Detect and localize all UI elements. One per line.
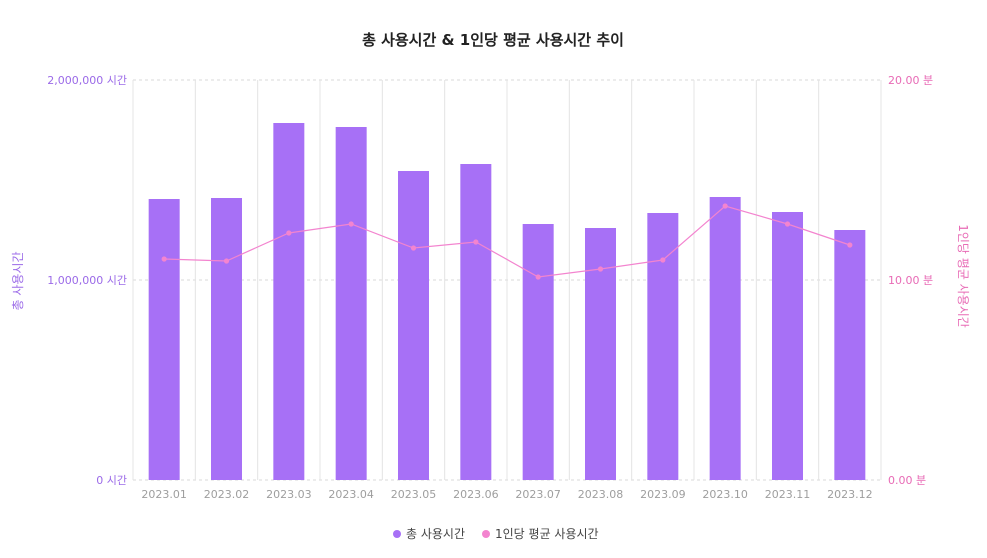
legend-label-bar-series: 총 사용시간: [406, 527, 465, 541]
bar-layer: [148, 123, 866, 480]
line-point-2023.03: [286, 230, 292, 236]
right-axis-label: 1인당 평균 사용시간: [956, 224, 970, 328]
line-point-2023.07: [535, 274, 541, 280]
left-tick-label: 0 시간: [96, 474, 127, 487]
bar-2023.09: [647, 213, 679, 480]
line-point-2023.02: [223, 258, 230, 264]
x-tick-label: 2023.12: [827, 488, 873, 501]
bar-2023.01: [148, 199, 180, 480]
line-point-2023.01: [161, 256, 167, 262]
line-point-2023.12: [847, 242, 853, 248]
legend-label-line-series: 1인당 평균 사용시간: [495, 527, 599, 541]
right-tick-label: 0.00 분: [888, 474, 926, 487]
x-tick-label: 2023.04: [328, 488, 374, 501]
bar-2023.03: [273, 123, 305, 480]
line-point-2023.06: [473, 239, 479, 245]
bar-2023.05: [398, 171, 429, 480]
right-tick-label: 10.00 분: [888, 274, 933, 287]
left-tick-label: 2,000,000 시간: [47, 74, 127, 87]
bar-2023.10: [709, 197, 741, 480]
left-tick-label: 1,000,000 시간: [47, 274, 127, 287]
bar-2023.11: [772, 212, 803, 480]
line-point-2023.04: [348, 221, 354, 227]
line-point-2023.05: [410, 245, 417, 251]
legend-marker-bar-series: [393, 530, 401, 538]
bar-2023.12: [834, 230, 866, 480]
left-axis-label: 총 사용시간: [11, 251, 25, 310]
line-point-2023.08: [597, 266, 604, 272]
x-tick-label: 2023.09: [640, 488, 686, 501]
x-tick-label: 2023.02: [204, 488, 250, 501]
bar-2023.04: [335, 127, 367, 480]
bar-2023.06: [460, 164, 492, 480]
line-series-path: [164, 205, 851, 278]
legend-marker-line-series: [482, 530, 490, 538]
x-tick-label: 2023.11: [765, 488, 811, 501]
chart-title: 총 사용시간 & 1인당 평균 사용시간 추이: [362, 31, 624, 49]
x-tick-label: 2023.06: [453, 488, 499, 501]
bar-2023.02: [211, 198, 242, 480]
axis-layer: 0 시간 1,000,000 시간 2,000,000 시간 0.00 분 10.00 …: [47, 74, 933, 501]
line-point-2023.10: [722, 203, 728, 209]
x-tick-label: 2023.07: [515, 488, 561, 501]
bar-2023.08: [585, 228, 616, 480]
grid-layer: [132, 79, 882, 481]
x-tick-label: 2023.08: [578, 488, 624, 501]
x-tick-label: 2023.01: [141, 488, 187, 501]
x-tick-label: 2023.10: [702, 488, 748, 501]
legend: 총 사용시간 1인당 평균 사용시간: [393, 527, 599, 541]
line-point-2023.11: [784, 221, 791, 227]
bar-2023.07: [522, 224, 554, 480]
line-layer: [161, 203, 853, 280]
x-tick-label: 2023.03: [266, 488, 312, 501]
right-tick-label: 20.00 분: [888, 74, 933, 87]
line-point-2023.09: [660, 257, 666, 263]
x-tick-label: 2023.05: [391, 488, 437, 501]
